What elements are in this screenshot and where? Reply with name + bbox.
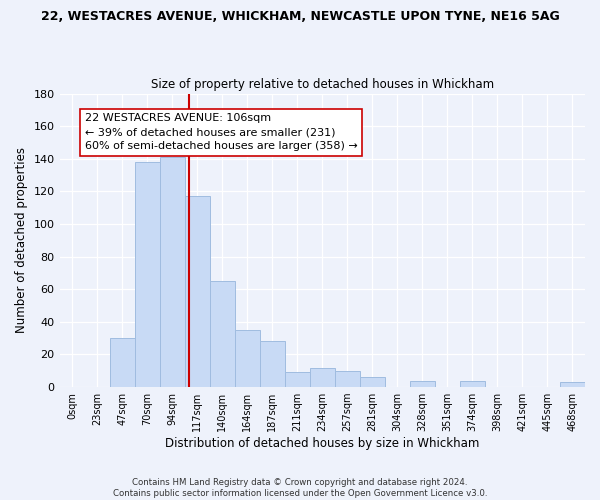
Bar [310, 368, 335, 387]
Bar [335, 371, 360, 387]
Y-axis label: Number of detached properties: Number of detached properties [15, 148, 28, 334]
Bar [560, 382, 585, 387]
Bar [460, 380, 485, 387]
Text: 22, WESTACRES AVENUE, WHICKHAM, NEWCASTLE UPON TYNE, NE16 5AG: 22, WESTACRES AVENUE, WHICKHAM, NEWCASTL… [41, 10, 559, 23]
Bar [134, 162, 160, 387]
Bar [110, 338, 134, 387]
Text: Contains HM Land Registry data © Crown copyright and database right 2024.
Contai: Contains HM Land Registry data © Crown c… [113, 478, 487, 498]
Bar [235, 330, 260, 387]
Bar [410, 380, 435, 387]
Bar [160, 157, 185, 387]
Bar [209, 281, 235, 387]
Bar [360, 378, 385, 387]
Text: 22 WESTACRES AVENUE: 106sqm
← 39% of detached houses are smaller (231)
60% of se: 22 WESTACRES AVENUE: 106sqm ← 39% of det… [85, 113, 358, 151]
Title: Size of property relative to detached houses in Whickham: Size of property relative to detached ho… [151, 78, 494, 91]
X-axis label: Distribution of detached houses by size in Whickham: Distribution of detached houses by size … [165, 437, 479, 450]
Bar [185, 196, 209, 387]
Bar [285, 372, 310, 387]
Bar [260, 342, 285, 387]
